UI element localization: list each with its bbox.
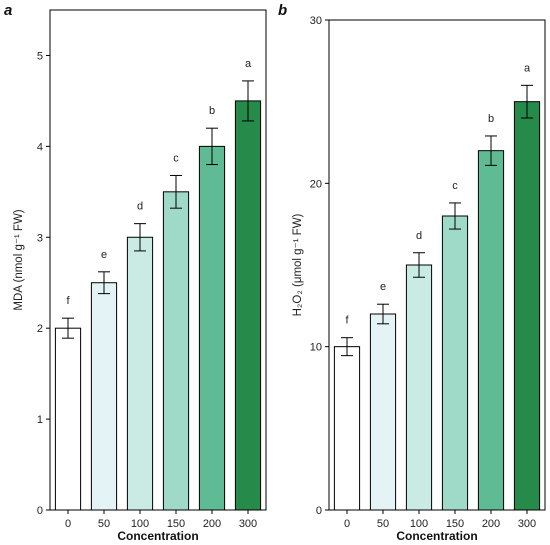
panel-b-y-axis-title-text: H₂O₂ (μmol g⁻¹ FW) xyxy=(292,213,304,316)
panel-a-significance-label: d xyxy=(137,201,143,213)
panel-a-y-tick-label: 0 xyxy=(37,505,43,517)
panel-a-significance-label: e xyxy=(101,249,107,261)
panel-a-bar xyxy=(198,145,226,511)
panel-a-significance-label: f xyxy=(66,295,70,307)
panel-a-x-tick-label: 0 xyxy=(65,518,71,530)
panel-b-letter: b xyxy=(278,2,287,19)
panel-a-significance-label: c xyxy=(173,152,179,164)
panel-b-x-tick-label: 50 xyxy=(377,518,389,530)
panel-b-y-tick-label: 30 xyxy=(310,15,322,27)
panel-a-y-tick-label: 3 xyxy=(37,232,43,244)
panel-a-x-tick-label: 150 xyxy=(167,518,185,530)
panel-b-bar xyxy=(477,150,505,511)
panel-b-significance-label: b xyxy=(488,113,494,125)
panel-a-y-tick-label: 1 xyxy=(37,414,43,426)
panel-b-bar xyxy=(369,313,397,511)
panel-a-x-tick-label: 100 xyxy=(131,518,149,530)
panel-a-bar xyxy=(126,236,154,511)
panel-a-y-tick-label: 5 xyxy=(37,50,43,62)
panel-b-x-tick-label: 0 xyxy=(344,518,350,530)
panel-a-x-tick-label: 200 xyxy=(203,518,221,530)
panel-a-y-tick-label: 2 xyxy=(37,323,43,335)
panel-b-bar xyxy=(513,101,541,511)
panel-a-x-tick-label: 50 xyxy=(98,518,110,530)
panel-a-y-axis-title-text: MDA (nmol g⁻¹ FW) xyxy=(13,209,25,310)
panel-b-x-tick-label: 200 xyxy=(482,518,500,530)
panel-b-bar xyxy=(333,346,361,511)
panel-a-bar xyxy=(54,327,82,511)
panel-a-y-tick-label: 4 xyxy=(37,141,43,153)
panel-b-x-tick-label: 300 xyxy=(518,518,536,530)
panel-b-significance-label: c xyxy=(452,180,458,192)
panel-b-x-tick-label: 150 xyxy=(446,518,464,530)
panel-a-y-axis-title: MDA (nmol g⁻¹ FW) xyxy=(13,209,25,310)
panel-b-x-tick-label: 100 xyxy=(410,518,428,530)
panel-b-significance-label: e xyxy=(380,281,386,293)
panel-b-bar xyxy=(405,264,433,511)
panel-b-significance-label: d xyxy=(416,230,422,242)
panel-b-y-axis-title: H₂O₂ (μmol g⁻¹ FW) xyxy=(292,213,304,316)
panel-a-letter: a xyxy=(4,2,12,19)
panel-a: a Concentration MDA (nmol g⁻¹ FW) xyxy=(4,2,267,543)
chart-marks: 0 1 2 3 4 5 f 0 e 50 d 100 c 150 b 200 a 300 0 10 20 30 f 0 e 50 d… xyxy=(37,15,541,530)
panel-b-bar xyxy=(441,215,469,511)
panel-a-x-axis-title: Concentration xyxy=(117,529,198,543)
panel-b-y-tick-label: 20 xyxy=(310,178,322,190)
panel-b-y-tick-label: 10 xyxy=(310,342,322,354)
panel-a-bar xyxy=(90,282,118,511)
panel-b-plot-frame xyxy=(328,19,546,511)
panel-b-significance-label: f xyxy=(345,315,349,327)
panel-b-y-tick-label: 0 xyxy=(316,505,322,517)
panel-a-plot-frame xyxy=(49,9,267,511)
panel-a-bar xyxy=(162,191,190,511)
panel-a-x-tick-label: 300 xyxy=(239,518,257,530)
panel-b: b Concentration H₂O₂ (μmol g⁻¹ FW) xyxy=(278,2,546,543)
panel-b-x-axis-title: Concentration xyxy=(396,529,477,543)
panel-a-significance-label: b xyxy=(209,105,215,117)
panel-a-significance-label: a xyxy=(245,58,252,70)
panel-a-bar xyxy=(234,100,262,511)
panel-b-significance-label: a xyxy=(524,62,531,74)
